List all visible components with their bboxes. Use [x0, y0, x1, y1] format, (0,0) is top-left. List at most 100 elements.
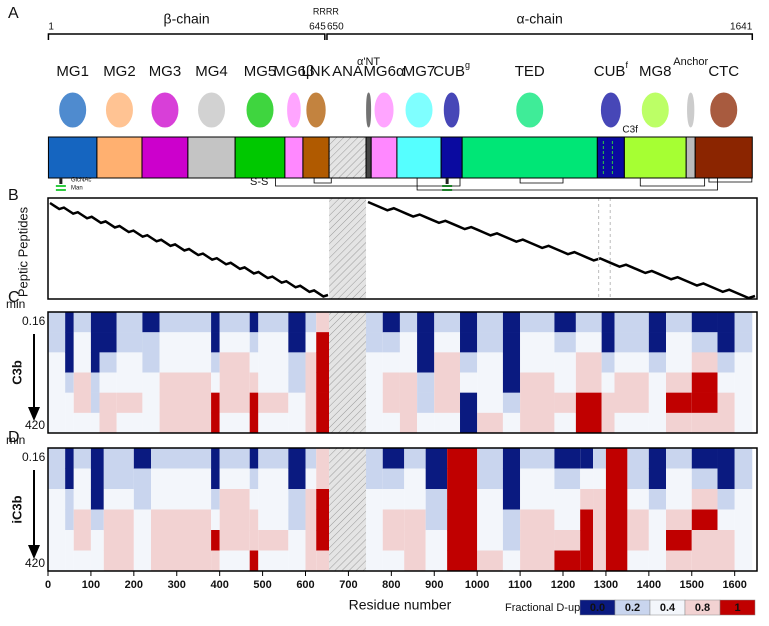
- heatmap-cell: [73, 392, 91, 414]
- heatmap-cell: [258, 448, 289, 469]
- legend-label: 0.8: [695, 602, 710, 614]
- domain-structure-icon: [443, 92, 460, 128]
- heatmap-cell: [305, 468, 317, 490]
- heatmap-cell: [734, 392, 753, 414]
- domain-label: MG1: [56, 63, 89, 80]
- heatmap-cell: [404, 448, 426, 469]
- heatmap-cell: [211, 468, 220, 490]
- domain-label: Anchor: [673, 56, 708, 68]
- heatmap-cell: [116, 372, 143, 393]
- heatmap-cell: [48, 312, 66, 333]
- heatmap-cell: [554, 509, 581, 531]
- heatmap-cell: [116, 392, 143, 414]
- heatmap-cell: [133, 468, 152, 490]
- heatmap-cell: [434, 412, 461, 434]
- heatmap-cell: [666, 352, 692, 373]
- heatmap-cell: [554, 489, 581, 510]
- heatmap-cell: [316, 372, 330, 393]
- heatmap-cell: [580, 448, 594, 469]
- panel-label: B: [8, 187, 19, 204]
- heatmap-cell: [65, 392, 74, 414]
- heatmap-cell: [627, 448, 649, 469]
- heatmap-cell: [605, 489, 628, 510]
- heatmap-cell: [305, 448, 317, 469]
- heatmap-cell: [502, 392, 521, 414]
- disulfide-label: S-S: [250, 176, 268, 188]
- heatmap-cell: [434, 332, 461, 353]
- heatmap-cell: [648, 530, 667, 551]
- heatmap-cell: [502, 489, 521, 510]
- panel-label: C: [8, 289, 20, 306]
- x-tick-label: 1200: [551, 579, 575, 591]
- heatmap-cell: [666, 448, 692, 469]
- heatmap-cell: [258, 530, 289, 551]
- heatmap-cell: [520, 392, 555, 414]
- heatmap-cell: [502, 412, 521, 434]
- domain: [187, 136, 236, 179]
- domain-label: TED: [515, 63, 545, 80]
- heatmap-cell: [159, 392, 212, 414]
- domain-label: MG5: [244, 63, 277, 80]
- heatmap-cell: [366, 509, 383, 531]
- domain-label-text: α'NT: [357, 56, 380, 68]
- heatmap-cell: [159, 312, 212, 333]
- heatmap-cell: [103, 530, 134, 551]
- heatmap-cell: [382, 352, 400, 373]
- heatmap-cell: [133, 530, 152, 551]
- heatmap-cell: [666, 509, 692, 531]
- heatmap-cell: [691, 392, 718, 414]
- heatmap-cell: [249, 392, 259, 414]
- heatmap-cell: [477, 530, 503, 551]
- heatmap-cell: [211, 448, 220, 469]
- heatmap-cell: [717, 448, 735, 469]
- heatmap-cell: [249, 550, 259, 572]
- domain-label: MG2: [103, 63, 136, 80]
- heatmap-cell: [219, 530, 250, 551]
- heatmap-cell: [477, 468, 503, 490]
- heatmap-cell: [627, 468, 649, 490]
- heatmap-cell: [73, 332, 91, 353]
- heatmap-cell: [554, 352, 576, 373]
- heatmap-cell: [520, 372, 555, 393]
- heatmap-cell: [159, 412, 212, 434]
- domain-label: α'NT: [357, 56, 380, 68]
- heatmap-cell: [580, 550, 594, 572]
- heatmap-cell: [258, 392, 289, 414]
- domain-label-text: MG7: [403, 63, 436, 80]
- heatmap-cell: [249, 352, 259, 373]
- heatmap-cell: [103, 448, 134, 469]
- heatmap-cell: [65, 412, 74, 434]
- heatmap-cell: [258, 352, 289, 373]
- heatmap-cell: [601, 372, 615, 393]
- heatmap-cell: [460, 372, 478, 393]
- heatmap-cell: [404, 509, 426, 531]
- heatmap-cell: [734, 352, 753, 373]
- heatmap-cell: [316, 550, 330, 572]
- heatmap-cell: [601, 352, 615, 373]
- domain-label: CTC: [708, 63, 739, 80]
- heatmap-cell: [502, 550, 521, 572]
- heatmap-cell: [580, 530, 594, 551]
- domain-structure-icon: [306, 92, 326, 128]
- x-tick-label: 300: [168, 579, 186, 591]
- heatmap-cell: [382, 312, 400, 333]
- heatmap-cell: [366, 489, 383, 510]
- heatmap-cell: [666, 530, 692, 551]
- heatmap-cell: [211, 372, 220, 393]
- heatmap-cell: [305, 489, 317, 510]
- disulfide-bond: [708, 178, 753, 183]
- heatmap-cell: [734, 412, 753, 434]
- heatmap-cell: [382, 392, 400, 414]
- heatmap-cell: [73, 372, 91, 393]
- heatmap-cell: [691, 352, 718, 373]
- domain-label-text: CTC: [708, 63, 739, 80]
- heatmap-cell: [734, 530, 753, 551]
- heatmap-cell: [219, 489, 250, 510]
- domain-label: CUBf: [594, 60, 629, 80]
- heatmap-cell: [502, 312, 521, 333]
- x-tick-label: 800: [382, 579, 400, 591]
- heatmap-cell: [648, 489, 667, 510]
- heatmap-cell: [404, 530, 426, 551]
- heatmap-cell: [288, 412, 306, 434]
